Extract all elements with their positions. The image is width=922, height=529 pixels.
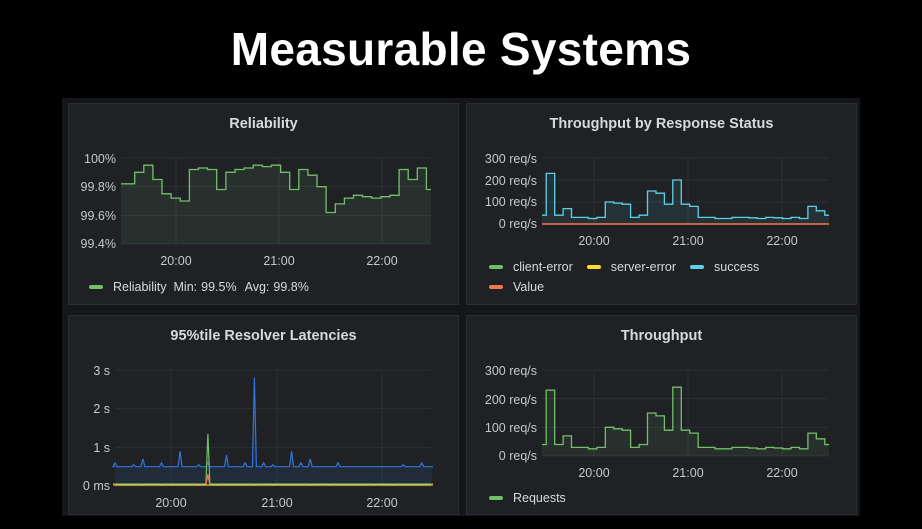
latency-line-green	[112, 433, 434, 485]
y-tick: 0 ms	[83, 479, 110, 493]
legend-swatch	[489, 496, 503, 500]
panel-reliability[interactable]: Reliability 100% 99.8% 99.6% 99.4% 20:00…	[68, 103, 459, 305]
legend-item-client-error[interactable]: client-error	[489, 260, 573, 274]
panel-title: 95%tile Resolver Latencies	[170, 328, 357, 344]
y-tick: 300 req/s	[485, 152, 537, 166]
legend-label: server-error	[610, 260, 677, 274]
legend-item-value[interactable]: Value	[489, 280, 544, 294]
y-tick: 100 req/s	[485, 195, 537, 209]
y-tick: 100 req/s	[485, 421, 537, 435]
legend-swatch	[489, 265, 503, 269]
panel-title: Throughput	[620, 328, 703, 344]
success-line	[542, 172, 829, 220]
y-tick: 100%	[84, 152, 116, 166]
x-tick: 22:00	[366, 254, 397, 268]
x-tick: 22:00	[766, 466, 797, 480]
legend-avg-label: Avg:	[244, 280, 270, 294]
legend-item-reliability[interactable]: Reliability Min: 99.5% Avg: 99.8%	[89, 280, 309, 294]
x-tick: 22:00	[366, 496, 397, 510]
x-tick: 20:00	[160, 254, 191, 268]
y-tick: 99.8%	[81, 180, 116, 194]
legend-min-label: Min:	[173, 280, 198, 294]
x-tick: 22:00	[766, 234, 797, 248]
y-tick: 99.6%	[81, 209, 116, 223]
legend-swatch	[586, 265, 601, 269]
y-tick: 0 req/s	[499, 217, 537, 231]
legend-label: Reliability	[113, 280, 167, 294]
panel-throughput[interactable]: Throughput 300 req/s 200 req/s 100 req/s…	[466, 315, 857, 515]
requests-line	[542, 386, 829, 450]
y-tick: 3 s	[93, 364, 110, 378]
legend: Requests	[489, 488, 580, 508]
legend-label: Value	[513, 280, 545, 294]
reliability-area	[121, 165, 431, 244]
y-tick: 0 req/s	[499, 449, 537, 463]
panel-title: Reliability	[229, 116, 298, 132]
y-tick: 1 s	[93, 441, 110, 455]
legend-item-requests[interactable]: Requests	[489, 491, 566, 505]
legend-swatch	[690, 265, 705, 269]
y-tick: 300 req/s	[485, 364, 537, 378]
legend-item-success[interactable]: success	[690, 260, 759, 274]
x-tick: 20:00	[578, 466, 609, 480]
y-tick: 200 req/s	[485, 393, 537, 407]
legend-swatch	[89, 285, 103, 289]
throughput-status-chart: 300 req/s 200 req/s 100 req/s 0 req/s 20…	[485, 152, 829, 248]
reliability-line	[121, 164, 431, 214]
panel-throughput-by-status[interactable]: Throughput by Response Status 300 req/s …	[466, 103, 857, 305]
y-tick: 2 s	[93, 402, 110, 416]
page-title: Measurable Systems	[230, 23, 692, 75]
x-tick: 20:00	[578, 234, 609, 248]
legend: Reliability Min: 99.5% Avg: 99.8%	[89, 277, 323, 297]
y-tick: 200 req/s	[485, 174, 537, 188]
x-tick: 20:00	[155, 496, 186, 510]
legend-swatch	[489, 285, 503, 289]
legend-label: Requests	[513, 491, 566, 505]
legend-min-value: 99.5%	[201, 280, 237, 294]
legend-item-server-error[interactable]: server-error	[586, 260, 677, 274]
x-tick: 21:00	[672, 234, 703, 248]
resolver-latencies-chart: 3 s 2 s 1 s 0 ms 20:00 21:00 22:00	[83, 364, 434, 510]
throughput-chart: 300 req/s 200 req/s 100 req/s 0 req/s 20…	[485, 364, 829, 480]
legend-avg-value: 99.8%	[273, 280, 309, 294]
panel-resolver-latencies[interactable]: 95%tile Resolver Latencies 3 s 2 s 1 s 0…	[68, 315, 459, 515]
legend-label: success	[714, 260, 760, 274]
reliability-chart: 100% 99.8% 99.6% 99.4% 20:00 21:00 22:00	[81, 152, 431, 268]
x-tick: 21:00	[672, 466, 703, 480]
latency-line-blue	[112, 377, 433, 468]
x-tick: 21:00	[263, 254, 294, 268]
requests-area	[542, 387, 829, 456]
success-area	[542, 173, 829, 224]
x-tick: 21:00	[261, 496, 292, 510]
panel-title: Throughput by Response Status	[549, 116, 774, 132]
y-tick: 99.4%	[81, 237, 116, 251]
latency-area	[113, 377, 433, 486]
legend: client-error server-error success Value	[489, 257, 773, 297]
legend-label: client-error	[513, 260, 573, 274]
